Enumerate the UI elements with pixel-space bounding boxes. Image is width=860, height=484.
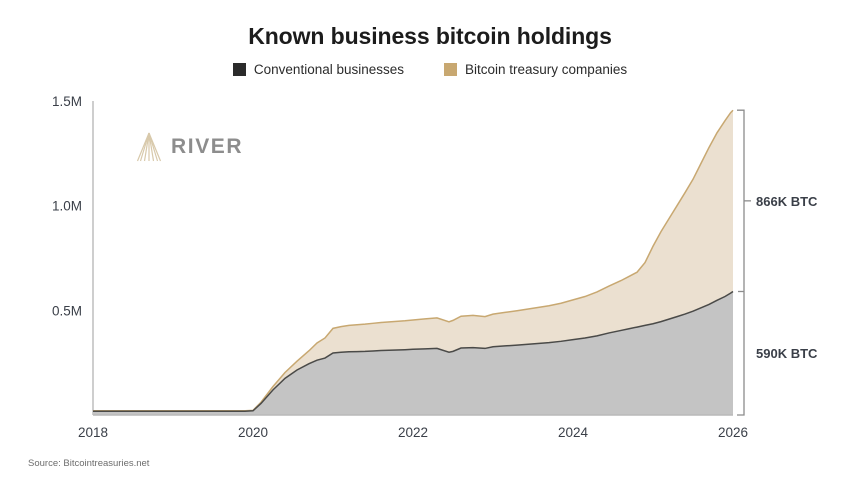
- chart-legend: Conventional businesses Bitcoin treasury…: [0, 62, 860, 77]
- x-tick-label: 2022: [398, 425, 428, 440]
- legend-swatch-treasury-icon: [444, 63, 458, 76]
- area-conventional-businesses: [93, 291, 733, 415]
- x-axis-tick-labels: 2018 2020 2022 2024 2026: [78, 425, 748, 440]
- river-logo-icon: [136, 132, 162, 162]
- y-tick-label: 1.5M: [52, 94, 82, 109]
- river-watermark: RIVER: [136, 132, 243, 162]
- legend-label-treasury: Bitcoin treasury companies: [465, 62, 628, 77]
- line-conventional-businesses: [93, 290, 734, 412]
- y-axis-tick-labels: 0.5M 1.0M 1.5M: [52, 94, 82, 318]
- value-bracket: 866K BTC 590K BTC: [737, 109, 818, 416]
- bracket-outline: [737, 109, 745, 416]
- river-watermark-label: RIVER: [171, 135, 244, 158]
- line-bitcoin-treasury-companies: [93, 109, 734, 412]
- chart-title: Known business bitcoin holdings: [248, 23, 612, 49]
- legend-label-conventional: Conventional businesses: [253, 62, 405, 77]
- legend-swatch-conventional-icon: [232, 63, 246, 76]
- legend-item-bitcoin-treasury-companies: Bitcoin treasury companies: [444, 62, 627, 77]
- y-tick-label: 0.5M: [52, 303, 82, 318]
- x-tick-label: 2024: [558, 425, 589, 440]
- y-tick-label: 1.0M: [52, 199, 82, 214]
- area-bitcoin-treasury-companies: [93, 110, 733, 416]
- annotation-label-conventional: 590K BTC: [756, 346, 818, 361]
- legend-item-conventional-businesses: Conventional businesses: [232, 62, 405, 77]
- x-tick-label: 2026: [718, 425, 748, 440]
- source-note: Source: Bitcointreasuries.net: [28, 458, 150, 469]
- x-tick-label: 2018: [78, 425, 108, 440]
- x-tick-label: 2020: [238, 425, 268, 440]
- annotation-label-treasury: 866K BTC: [756, 194, 818, 209]
